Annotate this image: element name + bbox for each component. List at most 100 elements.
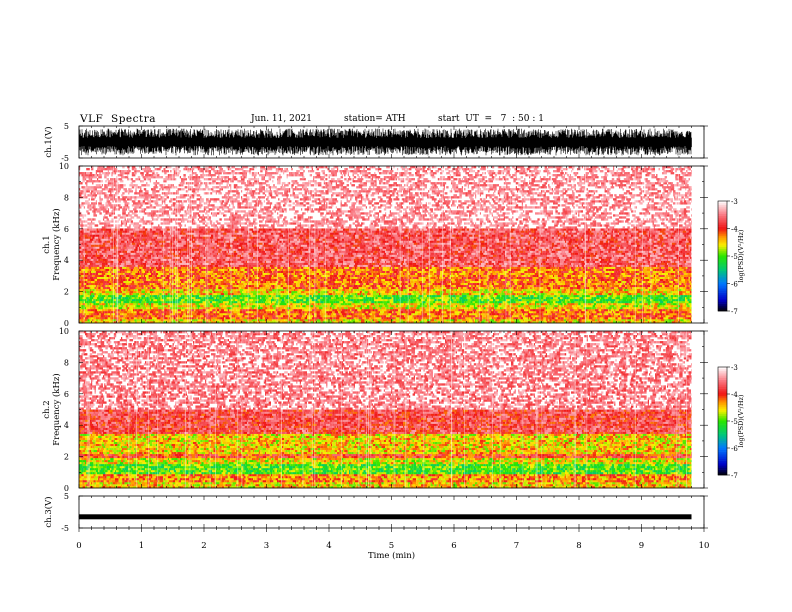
ch1-spectrogram-cell (132, 295, 136, 297)
ch1-spectrogram-cell (563, 315, 565, 317)
ch1-spectrogram-cell (236, 307, 237, 309)
ch1-spectrogram-cell (260, 317, 262, 319)
ch1-spectrogram-cell (277, 313, 281, 315)
ch1-spectrogram-cell (349, 287, 353, 289)
ch1-spectrogram-cell (159, 313, 161, 315)
ch1-spectrogram-cell (350, 301, 352, 303)
ch1-spectrogram-cell (306, 315, 307, 317)
ch1-spectrogram-cell (591, 297, 593, 299)
ch1-spectrogram-cell (529, 307, 530, 309)
ch1-spectrogram-cell (303, 287, 305, 289)
ch1-spectrogram-cell (491, 311, 495, 313)
ch1-spectrogram-cell (465, 317, 469, 319)
ch1-spectrogram-cell (486, 295, 490, 297)
ch1-spectrogram-cell (345, 311, 346, 313)
ch1-spectrogram-cell (239, 315, 241, 317)
ch1-spectrogram-cell (567, 313, 571, 315)
ch1-spectrogram-cell (564, 307, 566, 309)
ch1-spectrogram-cell (665, 317, 669, 319)
ch1-spectrogram-cell (146, 293, 148, 295)
ch1-spectrogram-cell (535, 293, 539, 295)
ch1-spectrogram-cell (549, 291, 553, 293)
ch1-spectrogram-cell (373, 283, 377, 285)
ch1-spectrogram-cell (485, 317, 486, 319)
ch1-spectrogram-cell (482, 301, 484, 303)
ch1-spectrogram-cell (200, 293, 202, 295)
ch1-spectrogram-cell (269, 285, 271, 287)
ch1-spectrogram-cell (242, 317, 243, 319)
ch1-spectrogram-cell (217, 311, 219, 313)
ch1-spectrogram-cell (197, 283, 201, 285)
ch1-spectrogram-cell (353, 291, 357, 293)
ch1-spectrogram-cell (665, 285, 667, 287)
ch1-spectrogram-cell (349, 305, 353, 307)
ch1-spectrogram-cell (456, 297, 460, 299)
ch1-spectrogram-cell (585, 289, 587, 291)
ch1-spectrogram-cell (459, 305, 460, 307)
ch1-spectrogram-cell (133, 307, 134, 309)
ch1-spectrogram-cell (671, 307, 675, 309)
ch1-spectrogram-cell (535, 307, 536, 309)
ch1-spectrogram-cell (637, 285, 639, 287)
ch1-spectrogram-cell (253, 293, 257, 295)
ch1-spectrogram-cell (198, 291, 199, 293)
ch1-spectrogram-cell (591, 303, 593, 305)
ch1-spectrogram-cell (426, 317, 430, 319)
ch1-spectrogram-cell (272, 289, 274, 291)
ch1-spectrogram-cell (182, 307, 183, 309)
ch1-spectrogram-cell (384, 317, 386, 319)
ch1-spectrogram-cell (105, 291, 109, 293)
ch1-spectrogram-cell (215, 285, 216, 287)
ch1-spectrogram-cell (547, 307, 551, 309)
ch1-spectrogram-cell (404, 315, 408, 317)
ch1-spectrogram-cell (216, 297, 217, 299)
ch1-spectrogram-cell (551, 293, 555, 295)
ch1-spectrogram-cell (356, 283, 360, 285)
ch1-spectrogram-cell (236, 287, 238, 289)
ch1-spectrogram-cell (151, 287, 152, 289)
ch1-spectrogram-cell (491, 305, 492, 307)
ch1-spectrogram-cell (234, 305, 238, 307)
ch1-spectrogram-cell (459, 307, 460, 309)
ch1-spectrogram-cell (144, 309, 146, 311)
ch1-spectrogram-cell (463, 295, 467, 297)
ch1-spectrogram-cell (471, 299, 475, 301)
ch1-spectrogram-cell (621, 301, 625, 303)
ch1-spectrogram-cell (411, 287, 412, 289)
ch1-spectrogram-cell (577, 291, 579, 293)
ch1-spectrogram-cell (297, 297, 301, 299)
ch1-spectrogram-cell (403, 285, 405, 287)
ch1-spectrogram-cell (155, 297, 159, 299)
ch1-spectrogram-cell (179, 303, 183, 305)
ch1-spectrogram-cell (275, 287, 277, 289)
ch1-spectrogram-cell (645, 313, 649, 315)
ch1-spectrogram-cell (492, 305, 493, 307)
ch1-spectrogram-cell (467, 301, 471, 303)
ch1-spectrogram-cell (470, 305, 474, 307)
ch1-spectrogram-cell (283, 295, 287, 297)
ch1-spectrogram-cell (597, 307, 598, 309)
ch1-spectrogram-cell (373, 289, 377, 291)
ch1-spectrogram-cell (473, 309, 477, 311)
ch1-spectrogram-cell (216, 305, 217, 307)
ch1-spectrogram-cell (181, 307, 182, 309)
data-layer (79, 129, 727, 520)
ch1-spectrogram-cell (413, 309, 417, 311)
ch1-spectrogram-cell (182, 285, 183, 287)
ch1-spectrogram-cell (451, 285, 453, 287)
ch1-spectrogram-cell (489, 305, 490, 307)
ch1-spectrogram-cell (575, 285, 577, 287)
ch1-spectrogram-cell (417, 305, 421, 307)
ch1-spectrogram-cell (185, 317, 186, 319)
ch1-spectrogram-cell (643, 295, 647, 297)
ch1-spectrogram-cell (96, 299, 97, 301)
ch1-spectrogram-cell (464, 291, 465, 293)
ch1-spectrogram-cell (621, 285, 625, 287)
ch1-spectrogram-cell (278, 309, 279, 311)
ch1-spectrogram-cell (168, 317, 169, 319)
ch1-spectrogram-cell (362, 307, 364, 309)
ch1-spectrogram-cell (303, 307, 307, 309)
ch1-spectrogram-cell (249, 299, 253, 301)
ch1-spectrogram-cell (379, 287, 380, 289)
ch1-spectrogram-cell (347, 315, 349, 317)
